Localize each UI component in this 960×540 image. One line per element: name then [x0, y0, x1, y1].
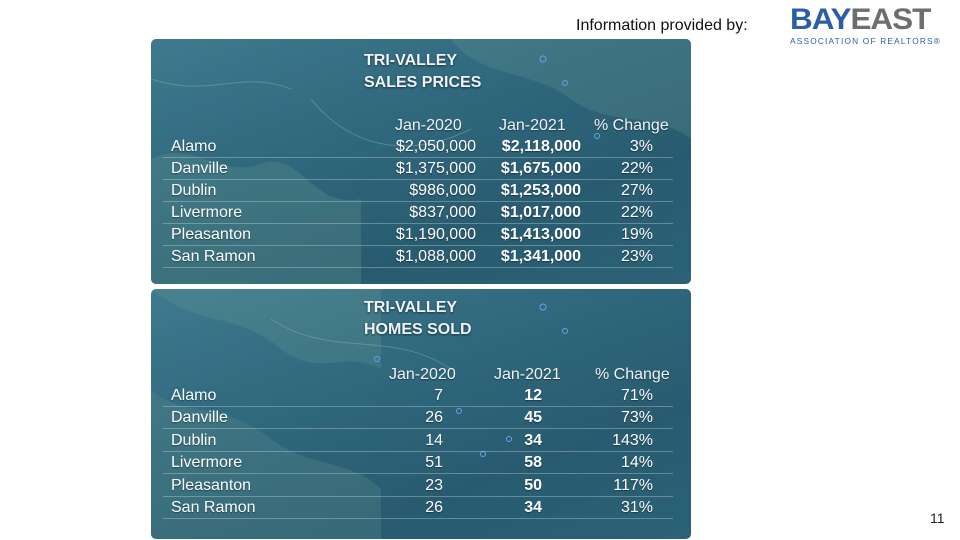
sales-title-line2: SALES PRICES	[364, 74, 482, 91]
value-2021-cell: $1,253,000	[500, 182, 581, 199]
value-2020-cell: $1,190,000	[395, 226, 476, 243]
city-cell: San Ramon	[171, 499, 256, 516]
sales-prices-panel: TRI-VALLEY SALES PRICES Jan-2020 Jan-202…	[151, 39, 691, 284]
row-divider	[163, 179, 673, 180]
row-divider	[163, 406, 673, 407]
logo-word-east: EAST	[850, 3, 931, 36]
logo-wordmark: BAYEAST	[790, 5, 958, 35]
percent-change-cell: 143%	[612, 431, 653, 449]
percent-change-cell: 27%	[620, 182, 653, 199]
city-cell: Pleasanton	[171, 226, 252, 243]
map-background	[151, 39, 691, 284]
value-2020-cell: 51	[425, 454, 443, 472]
city-cell: Danville	[171, 160, 228, 177]
percent-change-cell: 19%	[620, 226, 653, 243]
city-cell: San Ramon	[171, 248, 256, 265]
sales-col-2020: Jan-2020	[395, 117, 462, 134]
city-cell: Livermore	[171, 454, 243, 472]
row-divider	[163, 157, 673, 158]
value-2021-cell: 45	[524, 409, 542, 427]
value-2020-cell: 14	[425, 431, 443, 449]
value-2020-cell: 23	[425, 476, 443, 494]
sold-col-2021: Jan-2021	[494, 366, 561, 383]
sales-col-change: % Change	[594, 117, 669, 134]
value-2021-cell: 50	[524, 476, 542, 494]
value-2021-cell: $1,413,000	[500, 226, 581, 243]
value-2020-cell: $2,050,000	[395, 138, 476, 155]
sales-col-2021: Jan-2021	[499, 117, 566, 134]
row-divider	[163, 245, 673, 246]
value-2020-cell: 7	[434, 387, 443, 404]
map-background	[151, 289, 568, 539]
sales-title-line1: TRI-VALLEY	[364, 52, 458, 69]
page-number: 11	[930, 510, 945, 526]
city-cell: Alamo	[171, 138, 217, 155]
value-2021-cell: 34	[524, 499, 542, 516]
city-cell: Alamo	[171, 387, 217, 404]
sold-title: TRI-VALLEY HOMES SOLD	[364, 297, 472, 341]
credit-text: Information provided by:	[576, 17, 748, 34]
city-cell: Pleasanton	[171, 476, 252, 494]
value-2020-cell: 26	[425, 409, 443, 427]
percent-change-cell: 71%	[620, 387, 653, 404]
row-divider	[163, 495, 673, 497]
value-2020-cell: 26	[425, 499, 443, 516]
row-divider	[163, 473, 673, 475]
value-2021-cell: 12	[524, 387, 542, 404]
city-cell: Danville	[171, 409, 228, 427]
row-divider	[163, 450, 673, 452]
homes-sold-panel: TRI-VALLEY HOMES SOLD Jan-2020 Jan-2021 …	[151, 289, 691, 539]
value-2021-cell: 34	[524, 431, 542, 449]
value-2021-cell: $1,017,000	[500, 204, 581, 221]
value-2021-cell: $2,118,000	[501, 138, 581, 155]
sold-col-change: % Change	[595, 366, 670, 383]
sales-title: TRI-VALLEY SALES PRICES	[364, 50, 481, 94]
value-2021-cell: $1,341,000	[500, 248, 581, 265]
sold-col-2020: Jan-2020	[389, 366, 456, 383]
logo-subtitle: ASSOCIATION OF REALTORS®	[790, 36, 942, 46]
percent-change-cell: 73%	[620, 409, 653, 427]
percent-change-cell: 14%	[620, 454, 653, 472]
row-divider	[163, 267, 673, 268]
value-2020-cell: $1,375,000	[395, 160, 476, 177]
percent-change-cell: 22%	[620, 160, 653, 177]
bay-east-logo: BAYEAST ASSOCIATION OF REALTORS®	[790, 5, 950, 47]
percent-change-cell: 23%	[620, 248, 653, 265]
row-divider	[163, 428, 673, 430]
row-divider	[163, 518, 673, 519]
percent-change-cell: 31%	[620, 499, 653, 516]
sold-title-line1: TRI-VALLEY	[364, 299, 458, 316]
percent-change-cell: 3%	[629, 138, 653, 155]
value-2021-cell: $1,675,000	[500, 160, 581, 177]
value-2020-cell: $986,000	[409, 182, 476, 199]
percent-change-cell: 22%	[620, 204, 653, 221]
city-cell: Dublin	[171, 431, 217, 449]
value-2020-cell: $837,000	[409, 204, 476, 221]
city-cell: Livermore	[171, 204, 243, 221]
value-2020-cell: $1,088,000	[395, 248, 476, 265]
row-divider	[163, 201, 673, 202]
sold-title-line2: HOMES SOLD	[364, 321, 472, 338]
row-divider	[163, 223, 673, 224]
city-cell: Dublin	[171, 182, 217, 199]
value-2021-cell: 58	[524, 454, 542, 472]
logo-word-bay: BAY	[790, 3, 852, 36]
percent-change-cell: 117%	[613, 476, 653, 494]
